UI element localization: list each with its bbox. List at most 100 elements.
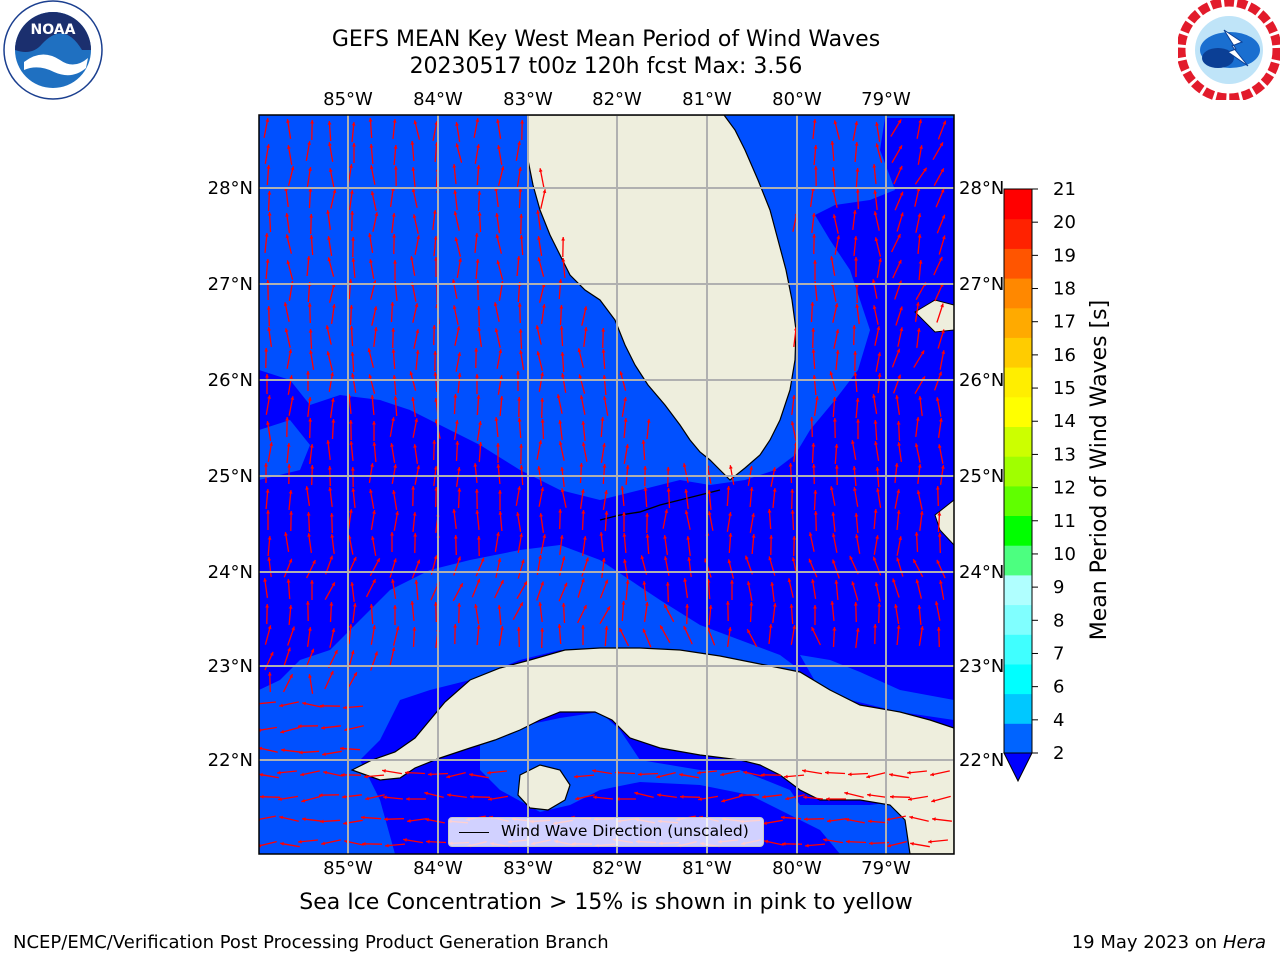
wind-arrow <box>792 535 797 557</box>
wind-arrow <box>518 328 523 350</box>
wind-arrow <box>497 604 502 626</box>
wind-arrow <box>886 815 906 822</box>
wind-arrow <box>743 770 763 777</box>
wind-arrow <box>896 420 901 442</box>
wind-arrow <box>455 121 461 143</box>
wind-arrow <box>872 393 878 415</box>
wind-arrow <box>434 257 438 277</box>
wind-arrow <box>894 191 904 211</box>
noaa-logo-text: NOAA <box>31 22 76 38</box>
colorbar-swatch <box>1004 485 1032 516</box>
wind-arrow <box>540 534 547 554</box>
wind-arrow <box>350 351 355 373</box>
wind-arrow <box>804 843 826 848</box>
wind-arrow <box>537 257 545 277</box>
wind-arrow <box>577 604 587 624</box>
wind-arrow <box>473 463 478 483</box>
wind-arrow <box>684 489 689 509</box>
wind-arrow <box>914 302 920 322</box>
wind-arrow <box>389 558 397 578</box>
wind-arrow <box>917 604 922 626</box>
wind-arrow <box>936 214 946 234</box>
wind-arrow <box>659 624 671 644</box>
wind-arrow <box>308 328 313 350</box>
wind-arrow <box>413 532 417 554</box>
wind-arrow <box>708 604 713 626</box>
wind-arrow <box>581 536 587 556</box>
wind-arrow <box>561 373 567 393</box>
wind-arrow <box>781 842 803 846</box>
wind-arrow <box>789 603 794 625</box>
wind-arrow <box>623 558 629 580</box>
graticule <box>259 115 954 854</box>
wind-arrow <box>328 487 333 507</box>
wind-arrow <box>496 118 502 140</box>
wind-arrow <box>853 371 858 393</box>
wind-arrow <box>306 559 316 579</box>
florida-keys <box>599 489 721 521</box>
wind-arrow <box>351 488 356 508</box>
wind-arrow <box>893 165 903 185</box>
wind-arrow <box>499 395 504 417</box>
lon-label-bottom: 81°W <box>682 858 732 879</box>
wind-arrow <box>830 140 835 162</box>
lon-label-bottom: 80°W <box>772 858 822 879</box>
wind-arrow <box>656 771 676 779</box>
wind-arrow <box>751 533 756 555</box>
wind-arrow <box>540 627 545 649</box>
wind-arrow <box>495 558 502 578</box>
wind-arrow <box>282 673 294 693</box>
wind-arrow <box>873 190 878 210</box>
wind-arrow <box>937 511 942 533</box>
wind-arrow <box>622 532 627 554</box>
wind-arrow <box>867 819 889 824</box>
map-legend: Wind Wave Direction (unscaled) <box>448 817 764 847</box>
wind-arrow <box>392 374 397 396</box>
wind-arrow <box>287 626 295 646</box>
wind-arrow <box>907 795 929 801</box>
wind-arrow <box>621 600 626 622</box>
wind-arrow <box>411 188 418 208</box>
wind-arrow <box>265 395 271 415</box>
wind-arrow <box>916 119 923 139</box>
lon-label-top: 83°W <box>503 89 553 110</box>
wind-arrow <box>381 769 403 775</box>
wind-arrow <box>328 142 334 162</box>
wind-arrow <box>685 603 689 625</box>
wind-arrow <box>561 602 566 624</box>
lon-label-bottom: 79°W <box>861 858 911 879</box>
wind-arrow <box>402 838 424 844</box>
wind-arrow <box>266 164 271 186</box>
wind-arrow <box>762 794 782 799</box>
colorbar-swatch <box>1004 278 1032 309</box>
wind-arrow <box>517 417 522 439</box>
wind-arrow <box>852 210 857 230</box>
wind-arrow <box>853 236 858 256</box>
footer-credit: NCEP/EMC/Verification Post Processing Pr… <box>13 932 609 953</box>
wind-arrow <box>832 396 837 418</box>
wind-arrow <box>370 651 378 671</box>
wind-arrow <box>360 815 382 820</box>
wind-arrow <box>604 510 609 532</box>
wind-arrow <box>414 579 419 601</box>
wind-arrow <box>433 350 437 372</box>
wind-arrow <box>279 815 299 822</box>
wind-arrow <box>583 327 588 347</box>
wind-arrow <box>469 794 491 799</box>
wind-arrow <box>853 487 859 507</box>
wind-arrow <box>306 627 312 647</box>
wind-arrow <box>896 212 904 232</box>
colorbar-swatch <box>1004 574 1032 606</box>
lon-label-top: 80°W <box>772 89 822 110</box>
wind-arrow <box>471 578 481 598</box>
wind-arrow <box>679 773 699 779</box>
wind-arrow <box>351 257 356 279</box>
wind-arrow <box>288 490 293 510</box>
lon-label-top: 84°W <box>413 89 463 110</box>
wind-arrow <box>854 141 859 163</box>
wind-arrow <box>284 531 290 553</box>
wind-arrow <box>579 462 584 484</box>
wind-arrow <box>516 255 521 277</box>
wind-arrow <box>832 626 837 648</box>
colorbar-tick-label: 16 <box>1053 345 1076 366</box>
